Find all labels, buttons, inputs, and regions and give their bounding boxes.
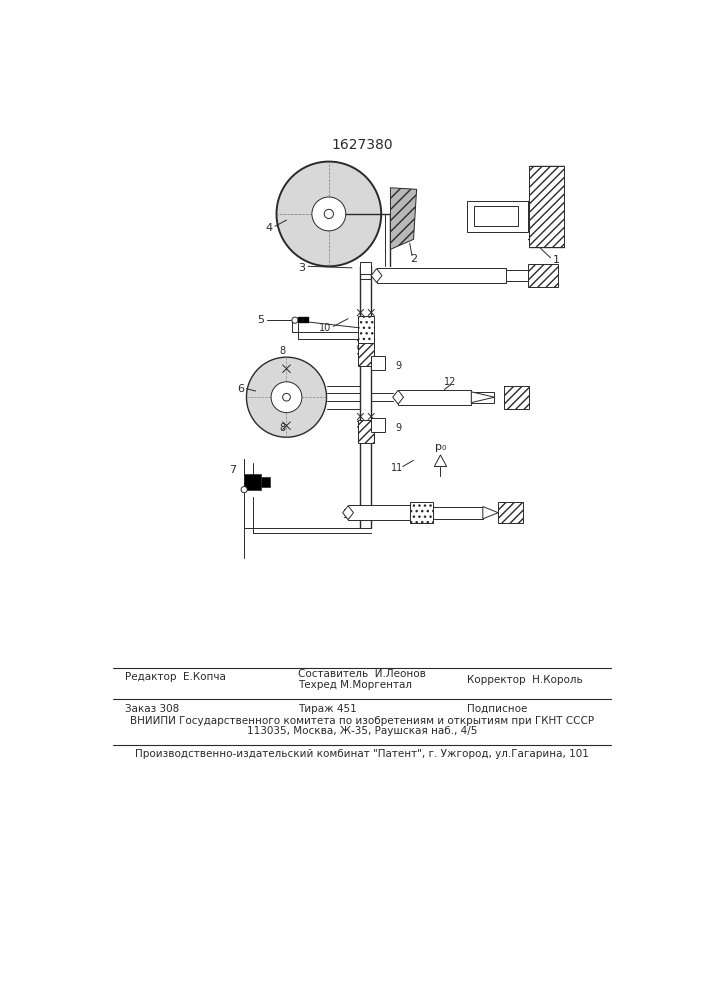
Bar xyxy=(377,268,506,283)
Circle shape xyxy=(276,162,381,266)
Bar xyxy=(529,166,563,247)
Text: 113035, Москва, Ж-35, Раушская наб., 4/5: 113035, Москва, Ж-35, Раушская наб., 4/5 xyxy=(247,726,477,736)
Bar xyxy=(467,201,527,232)
Bar xyxy=(361,266,371,528)
Bar xyxy=(244,474,261,490)
Text: 1: 1 xyxy=(552,255,559,265)
Bar xyxy=(474,206,518,226)
Text: 12: 12 xyxy=(444,377,457,387)
Text: Редактор  Е.Копча: Редактор Е.Копча xyxy=(125,672,226,682)
Bar xyxy=(504,386,529,409)
Polygon shape xyxy=(472,392,494,403)
Text: Заказ 308: Заказ 308 xyxy=(125,704,179,714)
Circle shape xyxy=(312,197,346,231)
Bar xyxy=(498,502,523,523)
Circle shape xyxy=(241,487,247,493)
Polygon shape xyxy=(390,188,416,249)
Polygon shape xyxy=(343,506,354,520)
Text: +: + xyxy=(477,209,489,223)
Bar xyxy=(358,316,373,351)
Text: 2: 2 xyxy=(410,254,417,264)
Text: Составитель  И.Леонов: Составитель И.Леонов xyxy=(298,669,426,679)
Text: 8: 8 xyxy=(279,346,286,356)
Circle shape xyxy=(283,393,291,401)
Bar xyxy=(409,502,433,523)
Text: 3: 3 xyxy=(298,263,305,273)
Bar xyxy=(472,392,494,403)
Text: 7: 7 xyxy=(229,465,236,475)
Bar xyxy=(358,343,373,366)
Bar xyxy=(303,317,309,323)
Bar xyxy=(527,264,559,287)
Text: Тираж 451: Тираж 451 xyxy=(298,704,357,714)
Text: 6: 6 xyxy=(237,384,244,394)
Bar xyxy=(348,505,414,520)
Bar xyxy=(371,418,385,432)
Text: 1627380: 1627380 xyxy=(331,138,393,152)
Text: Корректор  Н.Король: Корректор Н.Король xyxy=(467,675,583,685)
Circle shape xyxy=(292,317,298,323)
Text: Производственно-издательский комбинат "Патент", г. Ужгород, ул.Гагарина, 101: Производственно-издательский комбинат "П… xyxy=(135,749,589,759)
Text: o: o xyxy=(495,219,502,229)
Polygon shape xyxy=(393,390,404,404)
Bar xyxy=(371,356,385,370)
Text: 9: 9 xyxy=(395,423,401,433)
Text: 10: 10 xyxy=(319,323,331,333)
Bar xyxy=(261,477,270,487)
Circle shape xyxy=(271,382,302,413)
Bar xyxy=(361,262,371,274)
Circle shape xyxy=(325,209,334,219)
Text: 5: 5 xyxy=(257,315,264,325)
Bar xyxy=(433,507,483,519)
Text: ВНИИПИ Государственного комитета по изобретениям и открытиям при ГКНТ СССР: ВНИИПИ Государственного комитета по изоб… xyxy=(130,716,594,726)
Text: 8: 8 xyxy=(279,423,286,433)
Bar xyxy=(506,270,527,281)
Text: 4: 4 xyxy=(265,223,272,233)
Polygon shape xyxy=(371,269,382,282)
Polygon shape xyxy=(483,507,498,519)
Bar xyxy=(298,317,303,323)
Bar xyxy=(358,420,373,443)
Text: 11: 11 xyxy=(390,463,403,473)
Text: 9: 9 xyxy=(395,361,401,371)
Text: Подписное: Подписное xyxy=(467,704,528,714)
Polygon shape xyxy=(434,455,447,466)
Bar xyxy=(398,389,472,405)
Circle shape xyxy=(247,357,327,437)
Text: Техред М.Моргентал: Техред М.Моргентал xyxy=(298,680,412,690)
Text: p₀: p₀ xyxy=(435,442,446,452)
